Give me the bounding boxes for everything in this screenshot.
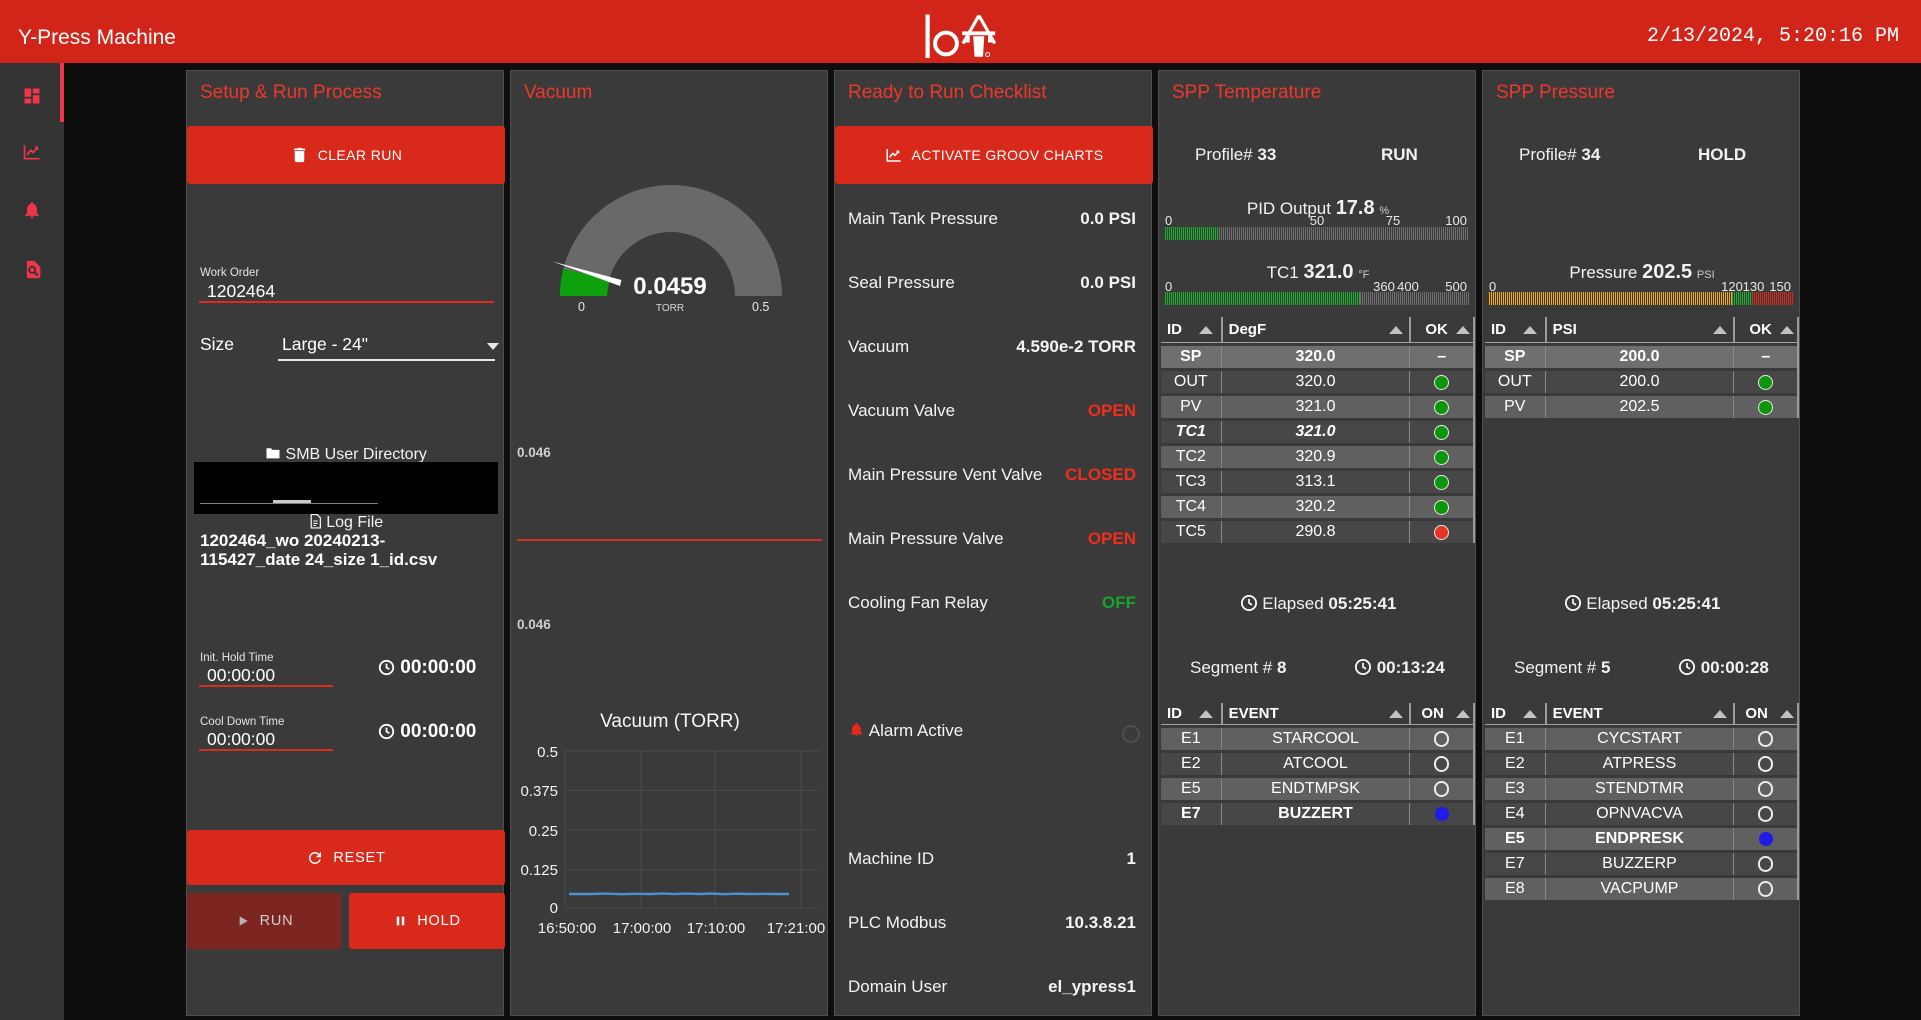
svg-text:0.5: 0.5 (537, 744, 558, 761)
svg-text:17:10:00: 17:10:00 (687, 920, 745, 937)
svg-text:0.375: 0.375 (520, 783, 558, 800)
svg-text:17:21:00: 17:21:00 (767, 920, 825, 937)
svg-text:16:50:00: 16:50:00 (538, 920, 596, 937)
svg-text:0: 0 (550, 900, 558, 917)
svg-text:0.125: 0.125 (520, 862, 558, 879)
svg-text:17:00:00: 17:00:00 (613, 920, 671, 937)
svg-text:0.25: 0.25 (529, 823, 558, 840)
